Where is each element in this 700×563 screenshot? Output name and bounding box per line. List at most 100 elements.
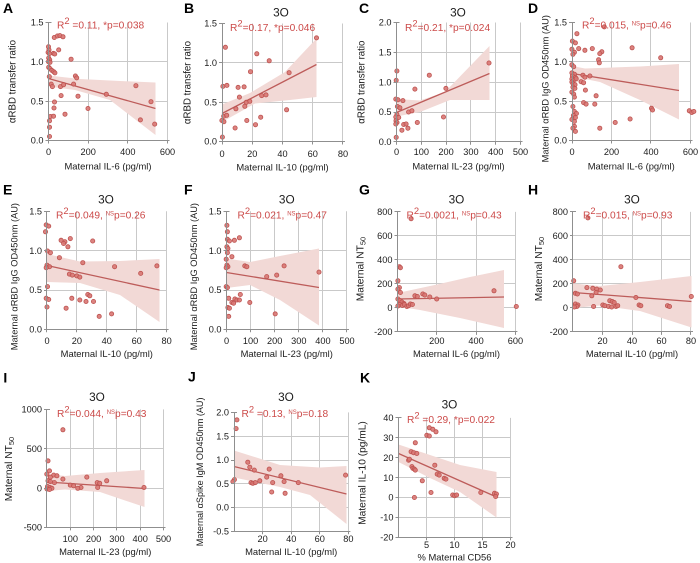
svg-text:Maternal IL-6 (pg/ml): Maternal IL-6 (pg/ml) [413,348,500,359]
svg-text:80: 80 [338,149,348,159]
svg-text:80: 80 [161,336,171,346]
svg-text:-20: -20 [380,533,393,543]
svg-text:1.0: 1.0 [216,455,229,465]
svg-text:0.5: 0.5 [204,98,217,108]
svg-text:0: 0 [387,303,392,313]
svg-text:Maternal IL-10 (pg/mL): Maternal IL-10 (pg/mL) [358,421,369,525]
svg-text:1.5: 1.5 [379,48,392,58]
svg-text:20: 20 [505,540,515,550]
svg-text:800: 800 [377,207,392,217]
svg-text:0: 0 [224,336,229,346]
svg-text:0: 0 [563,303,568,313]
svg-text:Maternal αRBD IgG OD450nm (AU): Maternal αRBD IgG OD450nm (AU) [189,203,199,350]
svg-text:0.5: 0.5 [31,96,44,106]
svg-text:600: 600 [553,231,568,241]
svg-text:200: 200 [438,147,453,157]
svg-text:1.5: 1.5 [29,207,42,217]
svg-text:-10: -10 [380,513,393,523]
svg-text:2.0: 2.0 [379,18,392,28]
svg-text:Maternal αSpike IgM OD450nm (A: Maternal αSpike IgM OD450nm (AU) [195,397,205,546]
svg-text:B: B [184,0,194,16]
svg-text:500: 500 [513,147,528,157]
svg-text:800: 800 [553,207,568,217]
svg-text:5: 5 [424,540,429,550]
svg-text:Maternal NT50: Maternal NT50 [356,237,368,301]
svg-text:αRBD transfer ratio: αRBD transfer ratio [357,41,368,124]
svg-text:200: 200 [81,147,96,157]
svg-text:40: 40 [286,534,296,544]
svg-text:200: 200 [86,534,101,544]
svg-text:0.0: 0.0 [379,137,392,147]
svg-text:0.0: 0.0 [29,325,42,335]
svg-text:0.5: 0.5 [209,285,222,295]
svg-text:0: 0 [219,149,224,159]
svg-text:3O: 3O [279,193,295,207]
svg-text:20: 20 [383,453,393,463]
svg-text:60: 60 [308,149,318,159]
svg-text:0: 0 [44,336,49,346]
svg-text:H: H [528,182,538,198]
svg-text:1000: 1000 [22,405,42,415]
svg-text:1.5: 1.5 [204,19,217,29]
svg-text:600: 600 [160,147,175,157]
svg-text:1.0: 1.0 [31,57,44,67]
svg-text:-0.5: -0.5 [213,527,229,537]
svg-text:0.5: 0.5 [29,285,42,295]
svg-text:40: 40 [277,149,287,159]
svg-text:100: 100 [243,336,258,346]
svg-text:E: E [3,182,12,198]
svg-text:3O: 3O [278,390,294,404]
svg-text:Maternal IL-10 (pg/ml): Maternal IL-10 (pg/ml) [61,348,153,359]
svg-text:10: 10 [449,540,459,550]
svg-text:0.0: 0.0 [216,503,229,513]
svg-text:400: 400 [468,336,483,346]
svg-text:Maternal IL-10 (pg/ml): Maternal IL-10 (pg/ml) [245,546,337,557]
svg-text:1.0: 1.0 [204,58,217,68]
svg-text:40: 40 [102,336,112,346]
svg-text:500: 500 [156,534,171,544]
svg-text:500: 500 [339,336,354,346]
svg-text:C: C [359,0,369,16]
svg-text:300: 300 [109,534,124,544]
svg-text:D: D [528,0,538,16]
svg-text:-500: -500 [24,523,42,533]
svg-text:3O: 3O [273,6,289,20]
svg-text:2.0: 2.0 [216,408,229,418]
svg-text:40: 40 [627,336,637,346]
svg-text:400: 400 [377,255,392,265]
svg-text:15: 15 [477,540,487,550]
svg-text:G: G [359,182,370,198]
svg-text:3O: 3O [449,193,465,207]
svg-text:0: 0 [569,147,574,157]
svg-text:1.5: 1.5 [554,18,567,28]
svg-text:-200: -200 [550,327,568,337]
svg-text:400: 400 [133,534,148,544]
svg-text:0.0: 0.0 [31,136,44,146]
svg-text:% Maternal CD56: % Maternal CD56 [418,552,492,563]
svg-text:F: F [184,182,193,198]
svg-text:400: 400 [553,255,568,265]
svg-text:1.0: 1.0 [379,77,392,87]
svg-text:0: 0 [394,147,399,157]
svg-text:0: 0 [37,483,42,493]
svg-text:3O: 3O [450,6,466,20]
svg-text:100: 100 [414,147,429,157]
svg-text:300: 300 [463,147,478,157]
svg-text:Maternal IL-6 (pg/ml): Maternal IL-6 (pg/ml) [588,161,675,172]
svg-text:100: 100 [63,534,78,544]
svg-text:0.5: 0.5 [379,107,392,117]
svg-text:200: 200 [267,336,282,346]
svg-text:0.5: 0.5 [554,96,567,106]
svg-text:600: 600 [508,336,523,346]
svg-text:400: 400 [643,147,658,157]
svg-text:80: 80 [343,534,353,544]
svg-text:Maternal IL-10 (pg/ml): Maternal IL-10 (pg/ml) [236,162,328,173]
svg-text:3O: 3O [442,398,458,412]
svg-text:Maternal αRBD IgG OD450nm (AU): Maternal αRBD IgG OD450nm (AU) [10,203,20,350]
svg-text:Maternal αRBD IgG OD450nm (AU): Maternal αRBD IgG OD450nm (AU) [541,15,551,162]
svg-text:3O: 3O [98,193,114,207]
svg-text:20: 20 [257,534,267,544]
svg-text:3O: 3O [624,193,640,207]
svg-text:Maternal IL-23 (pg/ml): Maternal IL-23 (pg/ml) [241,348,333,359]
svg-text:40: 40 [383,413,393,423]
